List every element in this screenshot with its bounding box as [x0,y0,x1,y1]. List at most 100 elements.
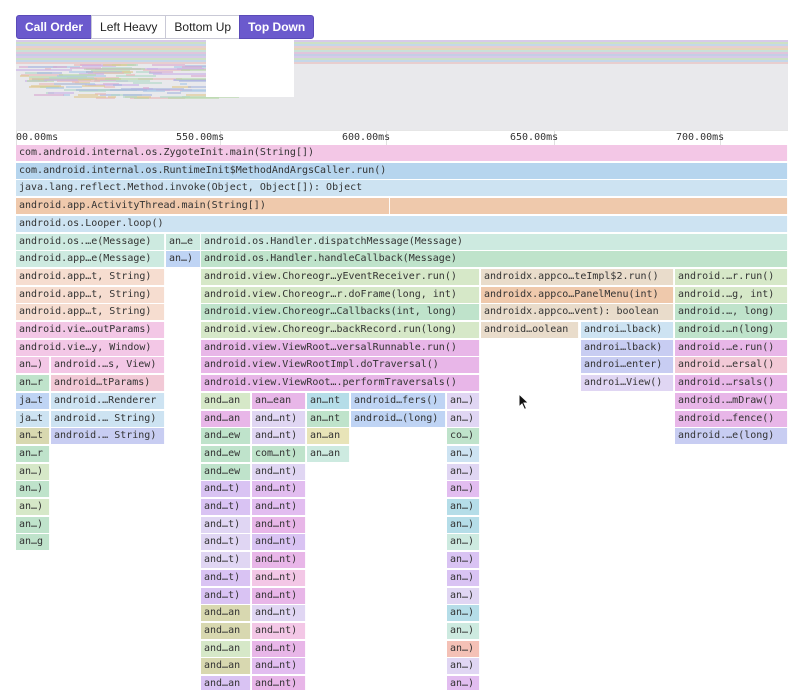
flame-frame[interactable] [390,198,788,214]
flame-frame[interactable]: an…) [447,641,480,657]
flame-frame[interactable]: an…) [447,464,480,480]
flame-frame[interactable]: android.view.Choreogr…Callbacks(int, lon… [201,304,480,320]
flame-frame[interactable]: android.…s, View) [51,357,165,373]
flame-frame[interactable]: android.os.…e(Message) [16,234,165,250]
flame-frame[interactable]: and…t) [201,570,251,586]
flame-frame[interactable]: java.lang.reflect.Method.invoke(Object, … [16,180,788,196]
flame-frame[interactable]: and…an [201,676,251,690]
flame-frame[interactable]: an…nt [307,411,350,427]
flame-frame[interactable]: and…t) [201,534,251,550]
flame-frame[interactable]: android.…fence() [675,411,788,427]
flame-frame[interactable]: android…(long) [351,411,446,427]
flame-frame[interactable]: android.vie…y, Window) [16,340,165,356]
flame-frame[interactable]: and…nt) [252,534,306,550]
flame-frame[interactable]: android.…ersal() [675,357,788,373]
flame-frame[interactable]: and…nt) [252,481,306,497]
flame-frame[interactable]: and…t) [201,481,251,497]
flame-frame[interactable]: android…oolean [481,322,579,338]
flame-frame[interactable]: and…an [201,623,251,639]
flame-frame[interactable]: com.android.internal.os.ZygoteInit.main(… [16,145,788,161]
flame-frame[interactable]: and…t) [201,552,251,568]
flame-frame[interactable]: android.app…e(Message) [16,251,165,267]
flame-frame[interactable]: android.…Renderer [51,393,165,409]
flame-frame[interactable]: an…) [447,570,480,586]
flame-frame[interactable]: and…ew [201,446,251,462]
flame-frame[interactable]: androi…enter) [581,357,674,373]
flame-frame[interactable]: and…nt) [252,676,306,690]
flame-frame[interactable]: android.os.Looper.loop() [16,216,788,232]
flame-frame[interactable]: android.os.Handler.handleCallback(Messag… [201,251,788,267]
flame-frame[interactable]: an…) [447,393,480,409]
flame-frame[interactable]: ja…t [16,411,50,427]
flame-frame[interactable]: and…nt) [252,588,306,604]
flame-frame[interactable]: android.view.ViewRoot…versalRunnable.run… [201,340,480,356]
flame-frame[interactable]: android.view.Choreogr…backRecord.run(lon… [201,322,480,338]
flame-frame[interactable]: and…nt) [252,552,306,568]
flame-frame[interactable]: android.…e.run() [675,340,788,356]
flame-frame[interactable]: an…) [447,552,480,568]
flame-frame[interactable]: androidx.appco…teImpl$2.run() [481,269,674,285]
flame-frame[interactable]: and…an [201,658,251,674]
flame-frame[interactable]: an…) [447,499,480,515]
flame-frame[interactable]: androi…View() [581,375,674,391]
tab-bottom-up[interactable]: Bottom Up [165,15,241,39]
flame-frame[interactable]: and…nt) [252,605,306,621]
flame-frame[interactable]: an…) [447,534,480,550]
flame-frame[interactable]: an…) [16,481,50,497]
flame-frame[interactable]: android.os.Handler.dispatchMessage(Messa… [201,234,788,250]
flame-frame[interactable]: an…) [447,446,480,462]
flame-frame[interactable]: com.android.internal.os.RuntimeInit$Meth… [16,163,788,179]
flame-frame[interactable]: and…ew [201,428,251,444]
flame-frame[interactable]: an…) [447,481,480,497]
flame-frame[interactable]: and…nt) [252,641,306,657]
flame-frame[interactable]: android.view.ViewRootImpl.doTraversal() [201,357,480,373]
flame-frame[interactable]: android.app…t, String) [16,269,165,285]
flame-frame[interactable]: an…) [16,357,50,373]
flame-frame[interactable]: an…nt [307,393,350,409]
flame-frame[interactable]: android.view.ViewRoot….performTraversals… [201,375,480,391]
minimap-viewport-window[interactable] [206,40,294,97]
flame-frame[interactable]: an…e [166,234,201,250]
flame-frame[interactable]: android…fers() [351,393,446,409]
flame-frame[interactable]: an…) [447,411,480,427]
flame-frame[interactable]: and…ew [201,464,251,480]
flame-frame[interactable]: and…nt) [252,428,306,444]
flame-frame[interactable]: android.app…t, String) [16,287,165,303]
flame-frame[interactable]: an…) [447,658,480,674]
flame-frame[interactable]: android.app.ActivityThread.main(String[]… [16,198,390,214]
flame-frame[interactable]: and…an [201,411,251,427]
tab-call-order[interactable]: Call Order [16,15,93,39]
flame-frame[interactable]: android.…mDraw() [675,393,788,409]
flame-frame[interactable]: an…an [307,428,350,444]
flame-frame[interactable]: android.…g, int) [675,287,788,303]
flame-frame[interactable]: an…) [166,251,201,267]
flame-frame[interactable]: android.view.Choreogr…r.doFrame(long, in… [201,287,480,303]
flame-frame[interactable]: an…) [447,676,480,690]
flame-frame[interactable]: an…t [16,428,50,444]
flame-frame[interactable]: and…t) [201,588,251,604]
flame-frame[interactable]: and…an [201,605,251,621]
flame-frame[interactable]: androi…lback) [581,322,674,338]
flame-frame[interactable]: an…r [16,375,50,391]
flame-frame[interactable]: android.… String) [51,428,165,444]
flame-frame[interactable]: and…nt) [252,499,306,515]
tab-left-heavy[interactable]: Left Heavy [91,15,167,39]
tab-top-down[interactable]: Top Down [239,15,315,39]
flame-frame[interactable]: android.vie…outParams) [16,322,165,338]
flame-frame[interactable]: and…an [201,641,251,657]
flame-frame[interactable]: and…t) [201,517,251,533]
flame-frame[interactable]: com…nt) [252,446,306,462]
flame-frame[interactable]: and…nt) [252,464,306,480]
flame-frame[interactable]: an…) [16,517,50,533]
flame-frame[interactable]: androidx.appco…vent): boolean [481,304,674,320]
flame-frame[interactable]: android…tParams) [51,375,165,391]
flame-frame[interactable]: and…nt) [252,658,306,674]
flame-frame[interactable]: and…nt) [252,517,306,533]
flame-frame[interactable]: and…nt) [252,411,306,427]
flame-frame[interactable]: an…) [16,464,50,480]
flame-frame[interactable]: and…nt) [252,570,306,586]
flame-frame[interactable]: android.view.Choreogr…yEventReceiver.run… [201,269,480,285]
flame-frame[interactable]: android.…, long) [675,304,788,320]
flame-graph[interactable]: com.android.internal.os.ZygoteInit.main(… [16,145,788,690]
flame-frame[interactable]: an…g [16,534,50,550]
